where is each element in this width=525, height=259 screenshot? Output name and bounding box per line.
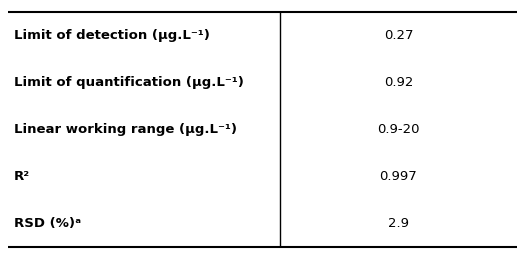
Text: Linear working range (μg.L⁻¹): Linear working range (μg.L⁻¹) [14, 123, 237, 136]
Text: RSD (%)ᵃ: RSD (%)ᵃ [14, 217, 81, 230]
Text: 0.27: 0.27 [384, 29, 413, 42]
Text: 0.92: 0.92 [384, 76, 413, 89]
Text: Limit of quantification (μg.L⁻¹): Limit of quantification (μg.L⁻¹) [14, 76, 244, 89]
Text: 2.9: 2.9 [388, 217, 409, 230]
Text: R²: R² [14, 170, 30, 183]
Text: Limit of detection (μg.L⁻¹): Limit of detection (μg.L⁻¹) [14, 29, 210, 42]
Text: 0.997: 0.997 [380, 170, 417, 183]
Text: 0.9-20: 0.9-20 [377, 123, 420, 136]
